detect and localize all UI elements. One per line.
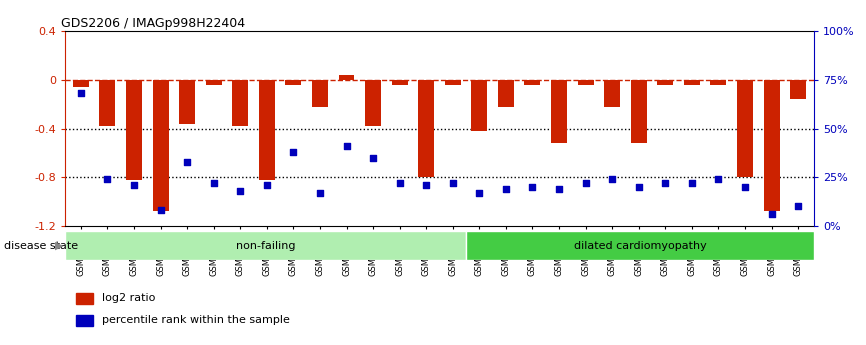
Bar bbox=[764, 80, 779, 211]
Point bbox=[207, 180, 221, 186]
Point bbox=[446, 180, 460, 186]
Text: dilated cardiomyopathy: dilated cardiomyopathy bbox=[574, 241, 707, 251]
Point bbox=[260, 182, 274, 188]
Bar bbox=[312, 80, 328, 107]
Point bbox=[100, 176, 114, 182]
Point bbox=[339, 143, 353, 149]
Point bbox=[578, 180, 592, 186]
Bar bbox=[152, 80, 169, 211]
Bar bbox=[232, 80, 249, 126]
Bar bbox=[286, 80, 301, 85]
Point bbox=[180, 159, 194, 165]
Bar bbox=[365, 80, 381, 126]
Bar bbox=[630, 80, 647, 143]
Bar bbox=[73, 80, 89, 87]
Point bbox=[74, 91, 87, 96]
Bar bbox=[790, 80, 806, 99]
Bar bbox=[259, 80, 275, 180]
Bar bbox=[466, 231, 814, 260]
Bar bbox=[525, 80, 540, 85]
Point bbox=[632, 184, 646, 190]
Point bbox=[712, 176, 726, 182]
Point bbox=[792, 204, 805, 209]
Text: percentile rank within the sample: percentile rank within the sample bbox=[102, 315, 290, 325]
Point bbox=[419, 182, 433, 188]
Text: non-failing: non-failing bbox=[236, 241, 295, 251]
Bar bbox=[498, 80, 514, 107]
Text: disease state: disease state bbox=[4, 241, 79, 250]
Point bbox=[658, 180, 672, 186]
Bar bbox=[471, 80, 488, 131]
Point bbox=[605, 176, 619, 182]
Bar bbox=[76, 293, 93, 304]
Point bbox=[233, 188, 247, 194]
Bar bbox=[604, 80, 620, 107]
Point bbox=[738, 184, 752, 190]
Point bbox=[685, 180, 699, 186]
Bar bbox=[179, 80, 195, 124]
Point bbox=[153, 208, 167, 213]
Bar bbox=[710, 80, 727, 85]
Point bbox=[392, 180, 406, 186]
Bar bbox=[657, 80, 673, 85]
Bar bbox=[65, 231, 466, 260]
Bar bbox=[418, 80, 434, 177]
Text: GDS2206 / IMAGp998H22404: GDS2206 / IMAGp998H22404 bbox=[61, 17, 245, 30]
Point bbox=[127, 182, 141, 188]
Bar bbox=[126, 80, 142, 180]
Point bbox=[473, 190, 487, 196]
Bar bbox=[445, 80, 461, 85]
Text: ▶: ▶ bbox=[55, 241, 63, 250]
Bar bbox=[737, 80, 753, 177]
Bar bbox=[339, 75, 354, 80]
Bar bbox=[391, 80, 408, 85]
Bar bbox=[578, 80, 593, 85]
Bar bbox=[76, 315, 93, 326]
Point bbox=[287, 149, 301, 155]
Point bbox=[765, 211, 779, 217]
Bar bbox=[100, 80, 115, 126]
Point bbox=[366, 155, 380, 160]
Point bbox=[526, 184, 540, 190]
Point bbox=[553, 186, 566, 192]
Bar bbox=[206, 80, 222, 85]
Bar bbox=[551, 80, 567, 143]
Bar bbox=[684, 80, 700, 85]
Point bbox=[313, 190, 326, 196]
Text: log2 ratio: log2 ratio bbox=[102, 293, 156, 303]
Point bbox=[499, 186, 513, 192]
